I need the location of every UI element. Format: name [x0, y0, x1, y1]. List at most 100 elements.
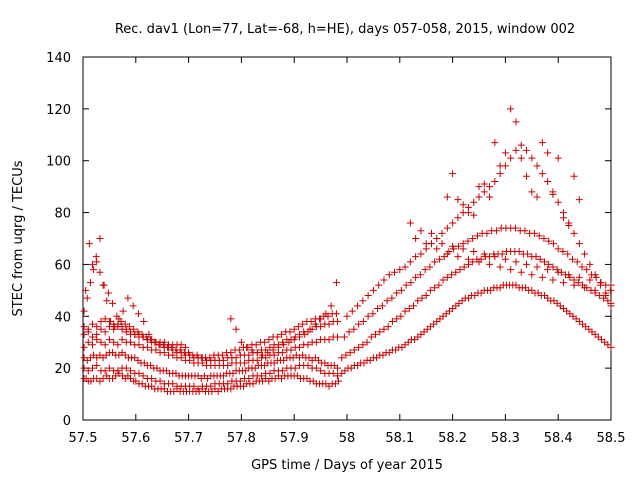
data-point: [438, 229, 446, 237]
data-point: [388, 317, 396, 325]
data-point: [383, 297, 391, 305]
x-tick-label: 58.2: [438, 431, 467, 446]
data-point: [426, 286, 434, 294]
data-point: [533, 263, 541, 271]
data-point: [218, 351, 226, 359]
data-point: [235, 346, 243, 354]
data-point: [93, 330, 101, 338]
data-point: [332, 310, 340, 318]
data-point: [89, 341, 97, 349]
data-point: [114, 367, 122, 375]
data-point: [406, 258, 414, 266]
data-point: [565, 271, 573, 279]
data-point: [581, 284, 589, 292]
data-point: [232, 354, 240, 362]
data-point: [512, 118, 520, 126]
data-point: [131, 330, 139, 338]
data-point: [475, 183, 483, 191]
y-tick-label: 100: [46, 155, 71, 170]
data-point: [388, 294, 396, 302]
data-point: [364, 292, 372, 300]
data-point: [83, 294, 91, 302]
data-point: [140, 317, 148, 325]
data-point: [110, 320, 118, 328]
data-point: [311, 320, 319, 328]
data-point: [538, 139, 546, 147]
data-point: [279, 367, 287, 375]
data-point: [259, 351, 267, 359]
data-point: [496, 263, 504, 271]
data-point: [333, 372, 341, 380]
data-point: [496, 170, 504, 178]
data-point: [206, 354, 214, 362]
data-point: [139, 333, 147, 341]
data-point: [401, 263, 409, 271]
data-point: [354, 302, 362, 310]
data-point: [118, 336, 126, 344]
data-point: [101, 315, 109, 323]
data-point: [97, 338, 105, 346]
data-point: [273, 333, 281, 341]
data-point: [97, 325, 105, 333]
data-point: [402, 281, 410, 289]
data-point: [122, 328, 130, 336]
data-point: [237, 338, 245, 346]
data-point: [417, 227, 425, 235]
data-point: [253, 349, 261, 357]
data-point: [501, 255, 509, 263]
data-point: [595, 292, 603, 300]
data-point: [96, 268, 104, 276]
data-point: [374, 305, 382, 313]
data-point: [570, 281, 578, 289]
x-tick-label: 58.3: [491, 431, 520, 446]
data-point: [570, 229, 578, 237]
data-point: [431, 258, 439, 266]
data-point: [591, 286, 599, 294]
data-point: [355, 320, 363, 328]
data-point: [253, 356, 261, 364]
data-point: [564, 250, 572, 258]
data-point: [99, 375, 107, 383]
data-point: [583, 266, 591, 274]
data-point: [359, 341, 367, 349]
data-point: [536, 255, 544, 263]
data-point: [496, 162, 504, 170]
data-point: [350, 325, 358, 333]
data-point: [285, 338, 293, 346]
data-point: [397, 312, 405, 320]
data-point: [294, 323, 302, 331]
data-point: [448, 271, 456, 279]
data-point: [454, 253, 462, 261]
data-point: [329, 369, 337, 377]
data-point: [89, 260, 97, 268]
data-point: [364, 312, 372, 320]
data-point: [227, 315, 235, 323]
data-point: [224, 380, 232, 388]
data-point: [607, 343, 615, 351]
data-point: [307, 317, 315, 325]
data-point: [559, 247, 567, 255]
data-point: [602, 289, 610, 297]
data-point: [169, 380, 177, 388]
data-point: [121, 320, 129, 328]
data-point: [291, 364, 299, 372]
data-point: [176, 346, 184, 354]
data-point: [135, 369, 143, 377]
data-point: [127, 338, 135, 346]
data-point: [350, 346, 358, 354]
data-point: [335, 377, 343, 385]
data-point: [523, 172, 531, 180]
data-point: [460, 263, 468, 271]
data-point: [554, 198, 562, 206]
data-point: [412, 235, 420, 242]
data-point: [433, 235, 441, 242]
data-point: [507, 154, 515, 162]
data-point: [122, 364, 130, 372]
data-point: [575, 240, 583, 248]
data-point: [156, 377, 164, 385]
data-point: [274, 343, 282, 351]
data-point: [332, 279, 340, 287]
data-point: [304, 341, 312, 349]
data-point: [480, 250, 488, 258]
data-point: [544, 149, 552, 157]
